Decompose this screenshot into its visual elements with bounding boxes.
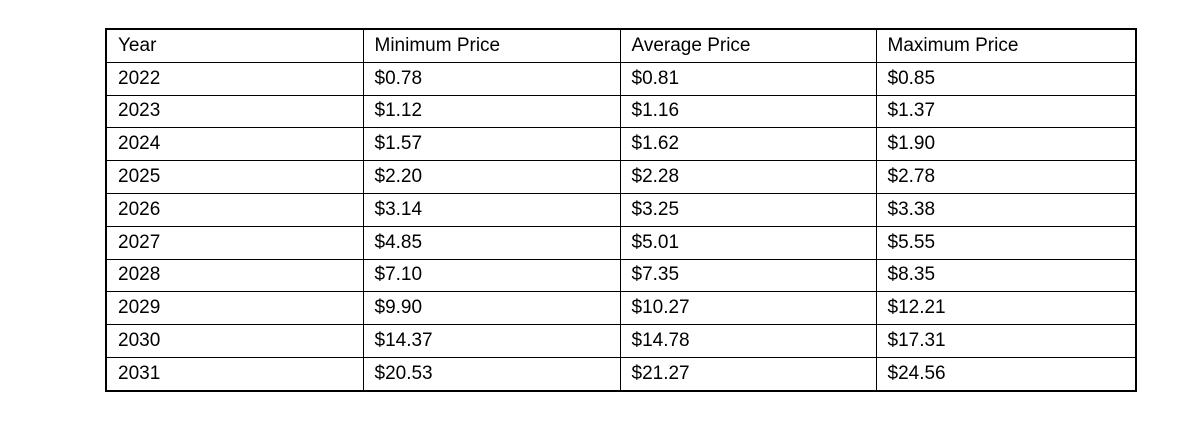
- table-cell-min: $7.10: [362, 258, 621, 293]
- table-row: 2028 $7.10 $7.35 $8.35: [105, 258, 1137, 293]
- table-cell-max: $5.55: [875, 225, 1137, 260]
- table-cell-year: 2025: [105, 160, 364, 194]
- table-cell-min: $1.12: [362, 94, 621, 129]
- column-header-minimum-price: Minimum Price: [362, 28, 621, 63]
- table-cell-max: $17.31: [875, 324, 1137, 358]
- table-cell-year: 2029: [105, 291, 364, 326]
- table-cell-avg: $3.25: [619, 192, 877, 227]
- table-cell-max: $2.78: [875, 160, 1137, 194]
- table-cell-year: 2024: [105, 127, 364, 162]
- table-cell-min: $2.20: [362, 160, 621, 194]
- table-row: 2026 $3.14 $3.25 $3.38: [105, 192, 1137, 227]
- table-row: 2024 $1.57 $1.62 $1.90: [105, 127, 1137, 162]
- table-cell-avg: $5.01: [619, 225, 877, 260]
- column-header-maximum-price: Maximum Price: [875, 28, 1137, 63]
- table-cell-min: $4.85: [362, 225, 621, 260]
- table-cell-min: $1.57: [362, 127, 621, 162]
- table-cell-year: 2023: [105, 94, 364, 129]
- table-cell-avg: $1.16: [619, 94, 877, 129]
- table-cell-avg: $14.78: [619, 324, 877, 358]
- table-row: 2022 $0.78 $0.81 $0.85: [105, 61, 1137, 96]
- table-row: 2025 $2.20 $2.28 $2.78: [105, 160, 1137, 194]
- table-cell-max: $12.21: [875, 291, 1137, 326]
- table-cell-avg: $0.81: [619, 61, 877, 96]
- table-cell-avg: $2.28: [619, 160, 877, 194]
- table-cell-max: $0.85: [875, 61, 1137, 96]
- table-cell-year: 2027: [105, 225, 364, 260]
- table-row: 2023 $1.12 $1.16 $1.37: [105, 94, 1137, 129]
- column-header-year: Year: [105, 28, 364, 63]
- table-cell-avg: $7.35: [619, 258, 877, 293]
- table-cell-avg: $1.62: [619, 127, 877, 162]
- table-row: 2027 $4.85 $5.01 $5.55: [105, 225, 1137, 260]
- table-cell-min: $14.37: [362, 324, 621, 358]
- table-cell-year: 2030: [105, 324, 364, 358]
- table-cell-year: 2028: [105, 258, 364, 293]
- table-cell-year: 2022: [105, 61, 364, 96]
- table-row: 2029 $9.90 $10.27 $12.21: [105, 291, 1137, 326]
- table-cell-avg: $21.27: [619, 356, 877, 392]
- table-cell-max: $1.90: [875, 127, 1137, 162]
- table-cell-min: $0.78: [362, 61, 621, 96]
- table-cell-avg: $10.27: [619, 291, 877, 326]
- table-cell-year: 2031: [105, 356, 364, 392]
- header-row: Year Minimum Price Average Price Maximum…: [105, 28, 1137, 63]
- table-cell-min: $9.90: [362, 291, 621, 326]
- price-prediction-table: Year Minimum Price Average Price Maximum…: [105, 28, 1137, 392]
- table-cell-max: $24.56: [875, 356, 1137, 392]
- table-row: 2031 $20.53 $21.27 $24.56: [105, 356, 1137, 392]
- table-cell-max: $8.35: [875, 258, 1137, 293]
- table-cell-min: $3.14: [362, 192, 621, 227]
- table-cell-year: 2026: [105, 192, 364, 227]
- table-cell-max: $3.38: [875, 192, 1137, 227]
- table-cell-max: $1.37: [875, 94, 1137, 129]
- column-header-average-price: Average Price: [619, 28, 877, 63]
- table-cell-min: $20.53: [362, 356, 621, 392]
- table-row: 2030 $14.37 $14.78 $17.31: [105, 324, 1137, 358]
